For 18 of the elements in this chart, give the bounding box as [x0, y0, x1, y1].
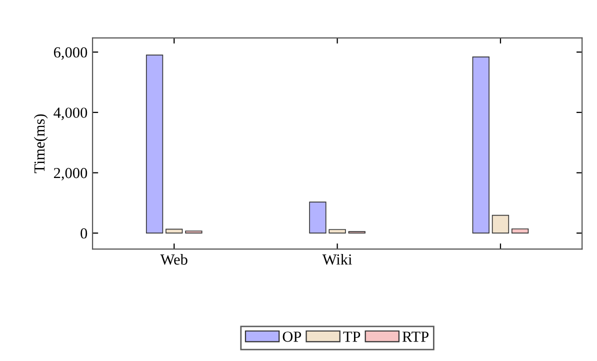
bar	[472, 56, 490, 234]
bar	[309, 202, 326, 234]
bar	[185, 230, 202, 234]
y-tick-label: 2,000	[54, 168, 88, 180]
bar	[166, 228, 183, 234]
bar	[328, 229, 346, 234]
bar	[492, 214, 510, 234]
y-tick-label: 0	[80, 228, 88, 239]
y-tick-label: 6,000	[54, 47, 88, 60]
y-tick-label: 4,000	[54, 108, 88, 120]
y-axis-title: Time(ms)	[34, 114, 48, 174]
bar	[146, 54, 164, 234]
bar	[511, 228, 529, 234]
legend-label: RTP	[402, 332, 429, 342]
legend-label: TP	[343, 332, 360, 342]
x-tick-label: Web	[160, 254, 188, 265]
x-tick-label: Wiki	[322, 254, 352, 265]
legend-label: OP	[282, 332, 302, 342]
